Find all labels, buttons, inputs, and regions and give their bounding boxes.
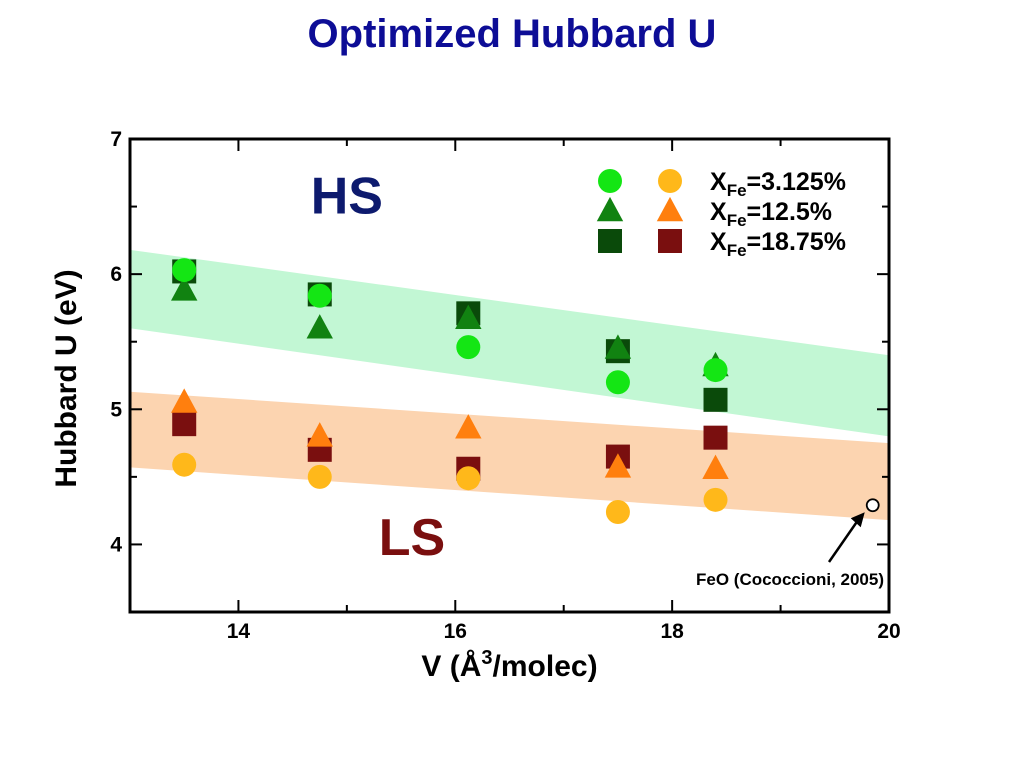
data-point-triangle <box>702 454 729 480</box>
region-label-ls: LS <box>379 509 445 567</box>
data-point-square <box>172 412 197 437</box>
reference-arrow-head <box>850 512 865 528</box>
legend-label: XFe=18.75% <box>710 228 846 260</box>
legend-marker-hs <box>598 169 622 193</box>
x-tick-label: 18 <box>660 620 684 643</box>
data-point-circle <box>307 464 332 489</box>
legend-marker-ls <box>658 169 682 193</box>
region-label-hs: HS <box>311 167 383 225</box>
slide-title: Optimized Hubbard U <box>307 12 717 56</box>
legend-label: XFe=12.5% <box>710 198 832 230</box>
data-point-circle <box>172 258 197 283</box>
data-point-circle <box>605 370 630 395</box>
legend-label: XFe=3.125% <box>710 168 846 200</box>
data-point-triangle <box>306 422 333 447</box>
data-point-circle <box>605 499 630 524</box>
data-point-square <box>703 425 728 450</box>
x-tick-label: 14 <box>227 620 251 643</box>
data-point-triangle <box>604 334 632 359</box>
data-point-circle <box>703 358 728 383</box>
data-point-triangle <box>171 276 198 301</box>
y-tick-label: 4 <box>110 533 122 556</box>
reference-point <box>865 498 880 513</box>
data-point-triangle <box>171 388 198 413</box>
x-tick-label: 20 <box>877 620 900 643</box>
y-tick-label: 5 <box>110 398 122 421</box>
reference-arrow-line <box>827 515 862 563</box>
plot-frame <box>128 137 891 614</box>
data-point-square <box>703 387 728 412</box>
y-tick-label: 6 <box>110 263 122 286</box>
x-axis-label: V (Å3/molec) <box>421 647 597 683</box>
legend-marker-hs <box>598 229 622 253</box>
y-axis-label: Hubbard U (eV) <box>50 269 83 487</box>
data-point-triangle <box>604 453 632 478</box>
data-point-triangle <box>306 314 333 339</box>
data-point-circle <box>456 466 481 491</box>
y-tick-label: 7 <box>110 128 122 151</box>
data-point-triangle <box>455 414 482 439</box>
data-point-circle <box>172 452 197 477</box>
data-point-circle <box>456 335 481 360</box>
x-tick-label: 16 <box>444 620 467 643</box>
data-point-circle <box>703 487 728 512</box>
reference-label: FeO (Cococcioni, 2005) <box>696 570 884 589</box>
data-point-triangle <box>455 304 482 329</box>
legend-marker-ls <box>656 196 684 222</box>
data-point-circle <box>307 283 332 308</box>
legend-marker-ls <box>658 229 682 253</box>
legend-marker-hs <box>596 196 624 222</box>
